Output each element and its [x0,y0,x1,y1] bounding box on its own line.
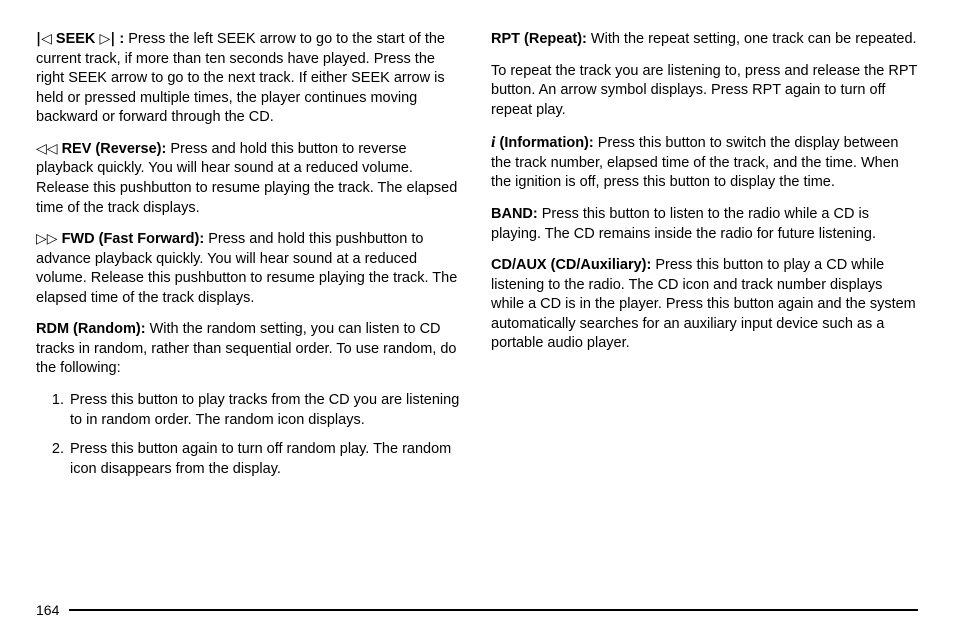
info-paragraph: i (Information): Press this button to sw… [491,132,918,193]
seek-paragraph: |◁ SEEK ▷| : Press the left SEEK arrow t… [36,30,463,128]
band-paragraph: BAND: Press this button to listen to the… [491,205,918,244]
manual-page: |◁ SEEK ▷| : Press the left SEEK arrow t… [0,0,954,636]
seek-colon: : [119,31,124,47]
list-item: Press this button again to turn off rand… [68,440,463,479]
rpt-body: With the repeat setting, one track can b… [591,31,917,47]
fwd-label: FWD (Fast Forward): [62,231,205,247]
fwd-paragraph: ▷▷ FWD (Fast Forward): Press and hold th… [36,230,463,308]
seek-prev-icon: |◁ [36,31,52,47]
columns: |◁ SEEK ▷| : Press the left SEEK arrow t… [36,30,918,594]
footer-rule [69,609,918,611]
cdaux-paragraph: CD/AUX (CD/Auxiliary): Press this button… [491,256,918,354]
left-column: |◁ SEEK ▷| : Press the left SEEK arrow t… [36,30,463,594]
list-item: Press this button to play tracks from th… [68,391,463,430]
cdaux-label: CD/AUX (CD/Auxiliary): [491,257,651,273]
page-number: 164 [36,602,59,618]
info-icon: i [491,134,495,151]
fast-forward-icon: ▷▷ [36,231,58,247]
rewind-icon: ◁◁ [36,141,58,157]
rdm-steps-list: Press this button to play tracks from th… [36,391,463,479]
rdm-paragraph: RDM (Random): With the random setting, y… [36,320,463,379]
rpt-label: RPT (Repeat): [491,31,587,47]
seek-next-icon: ▷| [99,31,115,47]
band-label: BAND: [491,206,538,222]
page-footer: 164 [36,594,918,618]
seek-label: SEEK [56,31,96,47]
rpt-detail-paragraph: To repeat the track you are listening to… [491,62,918,121]
rpt-paragraph: RPT (Repeat): With the repeat setting, o… [491,30,918,50]
seek-body: Press the left SEEK arrow to go to the s… [36,31,445,125]
rev-label: REV (Reverse): [62,141,167,157]
rdm-label: RDM (Random): [36,321,146,337]
right-column: RPT (Repeat): With the repeat setting, o… [491,30,918,594]
info-label: (Information): [499,135,593,151]
band-body: Press this button to listen to the radio… [491,206,876,242]
rev-paragraph: ◁◁ REV (Reverse): Press and hold this bu… [36,140,463,218]
